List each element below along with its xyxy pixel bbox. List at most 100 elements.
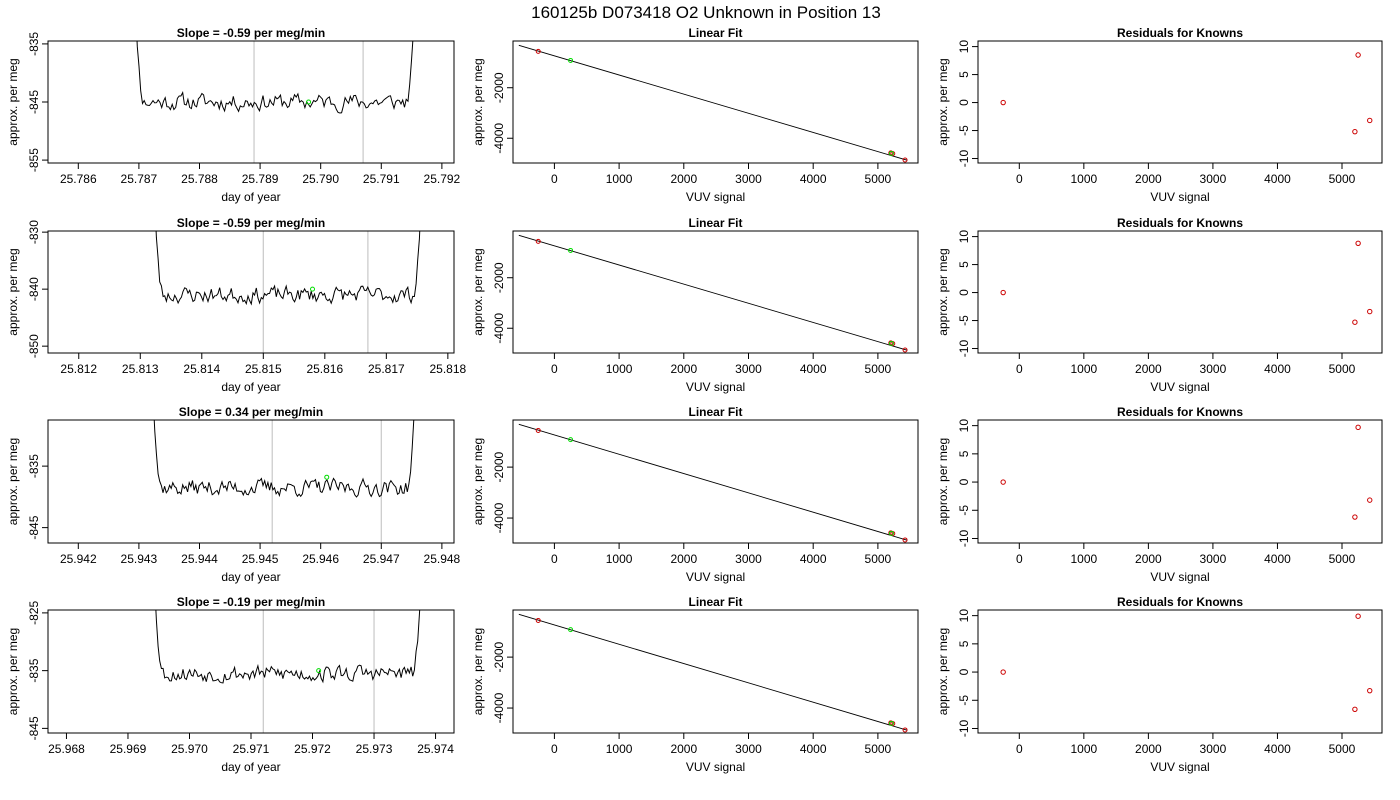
residual-point — [1352, 319, 1358, 325]
y-tick-label: 0 — [957, 289, 971, 296]
x-tick-label: 25.969 — [110, 742, 147, 756]
plot-area — [1000, 240, 1373, 325]
y-tick-label: -5 — [957, 125, 971, 136]
residual-point — [1355, 613, 1361, 619]
x-tick-label: 25.942 — [60, 552, 97, 566]
y-tick-label: 10 — [957, 419, 971, 433]
panel-title: Slope = 0.34 per meg/min — [179, 405, 323, 419]
residual-point — [1355, 52, 1361, 58]
x-tick-label: 25.812 — [60, 362, 97, 376]
x-tick-label: 25.946 — [302, 552, 339, 566]
panel-3: Residuals for Knowns 0 1000 2000 3000 4000 500… — [936, 26, 1383, 204]
x-tick-label: 25.786 — [60, 172, 97, 186]
known-point — [535, 238, 541, 244]
plot-area — [1000, 52, 1373, 135]
x-tick-label: 3000 — [735, 362, 762, 376]
y-tick-label: -10 — [957, 719, 971, 737]
x-tick-label: 25.971 — [233, 742, 270, 756]
x-tick-label: 3000 — [1200, 172, 1227, 186]
fit-line — [518, 423, 908, 541]
plot-box — [977, 609, 1383, 734]
x-tick-label: 0 — [551, 742, 558, 756]
x-tick-label: 0 — [551, 172, 558, 186]
x-tick-label: 25.816 — [306, 362, 343, 376]
x-tick-label: 0 — [1016, 742, 1023, 756]
x-axis-label: VUV signal — [1150, 570, 1209, 584]
x-tick-label: 25.970 — [171, 742, 208, 756]
x-tick-label: 4000 — [800, 742, 827, 756]
y-tick-label: -845 — [27, 716, 41, 740]
y-tick-label: 10 — [957, 609, 971, 623]
panel-title: Residuals for Knowns — [1117, 405, 1243, 419]
series-line — [155, 231, 421, 306]
fit-line — [518, 44, 908, 161]
panel-11: Linear Fit 0 1000 2000 3000 4000 5000 -4000 -200… — [471, 595, 919, 774]
x-tick-label: 4000 — [1264, 552, 1291, 566]
x-tick-label: 25.973 — [356, 742, 393, 756]
residual-point — [1000, 289, 1006, 296]
residual-point — [1367, 497, 1373, 503]
x-axis-label: VUV signal — [686, 570, 745, 584]
figure-title: 160125b D073418 O2 Unknown in Position 1… — [531, 3, 881, 22]
x-tick-label: 25.945 — [242, 552, 279, 566]
y-axis-label: approx. per meg — [471, 628, 485, 715]
x-tick-label: 5000 — [1329, 362, 1356, 376]
panel-title: Linear Fit — [688, 26, 742, 40]
plot-box — [977, 419, 1383, 544]
y-tick-label: -825 — [27, 601, 41, 625]
x-tick-label: 1000 — [606, 742, 633, 756]
known-point — [902, 157, 908, 163]
y-tick-label: -835 — [27, 32, 41, 56]
x-tick-label: 5000 — [865, 172, 892, 186]
x-tick-label: 5000 — [865, 362, 892, 376]
panel-title: Linear Fit — [688, 216, 742, 230]
plot-area — [518, 613, 908, 733]
x-tick-label: 25.944 — [181, 552, 218, 566]
plot-area — [518, 423, 908, 543]
unknown-point — [568, 437, 574, 443]
x-tick-label: 3000 — [735, 742, 762, 756]
residual-point — [1000, 99, 1006, 106]
plot-box — [47, 609, 455, 734]
residual-point — [1355, 240, 1361, 247]
plot-area — [153, 420, 415, 543]
y-axis-label: approx. per meg — [6, 248, 20, 335]
x-tick-label: 25.948 — [424, 552, 461, 566]
x-tick-label: 1000 — [606, 172, 633, 186]
x-axis-label: day of year — [221, 380, 280, 394]
known-point — [535, 427, 541, 433]
y-axis-label: approx. per meg — [936, 438, 950, 525]
panel-1: Slope = -0.59 per meg/min 25.786 25.787 25.… — [6, 26, 461, 204]
panel-title: Residuals for Knowns — [1117, 216, 1243, 230]
panel-title: Residuals for Knowns — [1117, 26, 1243, 40]
series-line — [153, 420, 415, 498]
x-tick-label: 25.818 — [429, 362, 466, 376]
y-axis-label: approx. per meg — [936, 58, 950, 145]
plot-area — [155, 610, 421, 733]
x-axis-label: day of year — [221, 190, 280, 204]
y-tick-label: -10 — [957, 340, 971, 358]
x-tick-label: 2000 — [1135, 172, 1162, 186]
x-tick-label: 25.791 — [363, 172, 400, 186]
residual-point — [1000, 479, 1006, 485]
plot-area — [1000, 613, 1373, 713]
x-tick-label: 4000 — [1264, 742, 1291, 756]
x-tick-label: 25.817 — [368, 362, 405, 376]
residual-point — [1367, 308, 1373, 315]
y-axis-label: approx. per meg — [936, 248, 950, 335]
unknown-point — [888, 340, 894, 346]
x-tick-label: 25.815 — [245, 362, 282, 376]
x-tick-label: 2000 — [1135, 552, 1162, 566]
y-tick-label: -2000 — [492, 262, 506, 293]
y-axis-label: approx. per meg — [471, 58, 485, 145]
x-tick-label: 0 — [551, 362, 558, 376]
y-tick-label: 5 — [957, 450, 971, 457]
x-tick-label: 2000 — [670, 172, 697, 186]
y-tick-label: 0 — [957, 478, 971, 485]
fit-line — [518, 613, 908, 731]
residual-point — [1000, 669, 1006, 675]
y-tick-label: -4000 — [492, 692, 506, 723]
y-tick-label: 5 — [957, 640, 971, 647]
x-tick-label: 25.792 — [424, 172, 461, 186]
